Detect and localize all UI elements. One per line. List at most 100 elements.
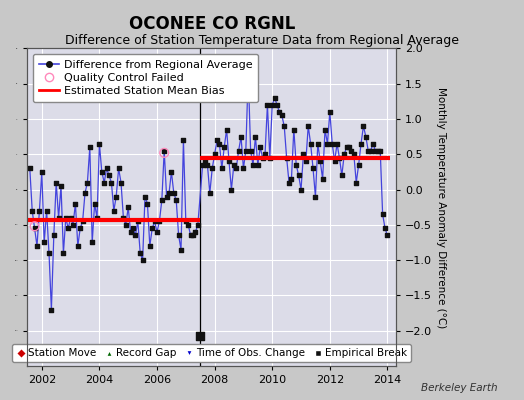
Point <box>331 158 339 164</box>
Point <box>246 148 255 154</box>
Point <box>316 158 324 164</box>
Point <box>325 109 334 115</box>
Point <box>362 134 370 140</box>
Point <box>213 137 221 143</box>
Point <box>311 194 320 200</box>
Point <box>165 190 173 196</box>
Text: Difference of Station Temperature Data from Regional Average: Difference of Station Temperature Data f… <box>65 34 459 47</box>
Point <box>138 257 147 263</box>
Point <box>304 123 312 129</box>
Point <box>143 200 151 207</box>
Point <box>230 162 238 168</box>
Point <box>287 176 296 182</box>
Point <box>134 218 142 224</box>
Point <box>110 208 118 214</box>
Point <box>47 306 56 313</box>
Point <box>215 140 224 147</box>
Point <box>54 214 63 221</box>
Point <box>275 109 283 115</box>
Point <box>177 246 185 253</box>
Point <box>376 148 385 154</box>
Point <box>57 183 65 189</box>
Point <box>112 194 121 200</box>
Point <box>52 179 60 186</box>
Point <box>342 144 351 150</box>
Point <box>357 140 365 147</box>
Point <box>371 148 379 154</box>
Point <box>244 70 253 76</box>
Point <box>50 232 58 239</box>
Point <box>124 204 133 210</box>
Point <box>26 165 34 172</box>
Point <box>30 225 39 232</box>
Point <box>182 218 190 224</box>
Point <box>227 186 236 193</box>
Point <box>129 225 137 232</box>
Point <box>378 211 387 218</box>
Point <box>28 208 36 214</box>
Point <box>141 194 149 200</box>
Point <box>114 165 123 172</box>
Point <box>203 162 212 168</box>
Point <box>321 126 329 133</box>
Point <box>83 179 92 186</box>
Point <box>278 112 286 119</box>
Point <box>160 148 168 154</box>
Point <box>352 179 361 186</box>
Point <box>268 102 277 108</box>
Point <box>73 243 82 249</box>
Point <box>340 151 348 158</box>
Point <box>266 155 274 161</box>
Point <box>189 232 197 239</box>
Point <box>333 140 341 147</box>
Point <box>158 197 166 203</box>
Point <box>299 151 308 158</box>
Point <box>208 165 216 172</box>
Point <box>194 222 202 228</box>
Point <box>155 218 163 224</box>
Point <box>328 140 336 147</box>
Point <box>290 126 298 133</box>
Point <box>85 144 94 150</box>
Point <box>100 179 108 186</box>
Point <box>383 232 391 239</box>
Point <box>314 140 322 147</box>
Point <box>153 229 161 235</box>
Point <box>97 169 106 175</box>
Point <box>62 214 70 221</box>
Point <box>249 162 257 168</box>
Point <box>40 239 48 246</box>
Point <box>323 140 332 147</box>
Point <box>251 134 259 140</box>
Point <box>237 134 245 140</box>
Point <box>263 102 271 108</box>
Y-axis label: Monthly Temperature Anomaly Difference (°C): Monthly Temperature Anomaly Difference (… <box>436 86 446 328</box>
Point <box>35 208 43 214</box>
Point <box>117 179 125 186</box>
Point <box>374 148 382 154</box>
Point <box>162 194 171 200</box>
Point <box>146 243 154 249</box>
Point <box>131 232 139 239</box>
Point <box>191 229 200 235</box>
Point <box>174 232 183 239</box>
Point <box>196 333 204 340</box>
Point <box>102 165 111 172</box>
Point <box>81 190 89 196</box>
Point <box>270 95 279 101</box>
Point <box>307 140 315 147</box>
Point <box>256 144 265 150</box>
Text: Berkeley Earth: Berkeley Earth <box>421 383 498 393</box>
Point <box>64 225 72 232</box>
Point <box>242 148 250 154</box>
Point <box>199 162 207 168</box>
Point <box>30 223 39 230</box>
Point <box>76 225 84 232</box>
Point <box>309 165 317 172</box>
Point <box>223 126 231 133</box>
Point <box>126 229 135 235</box>
Point <box>160 150 168 156</box>
Point <box>79 218 87 224</box>
Point <box>319 176 327 182</box>
Title: OCONEE CO RGNL: OCONEE CO RGNL <box>128 15 295 33</box>
